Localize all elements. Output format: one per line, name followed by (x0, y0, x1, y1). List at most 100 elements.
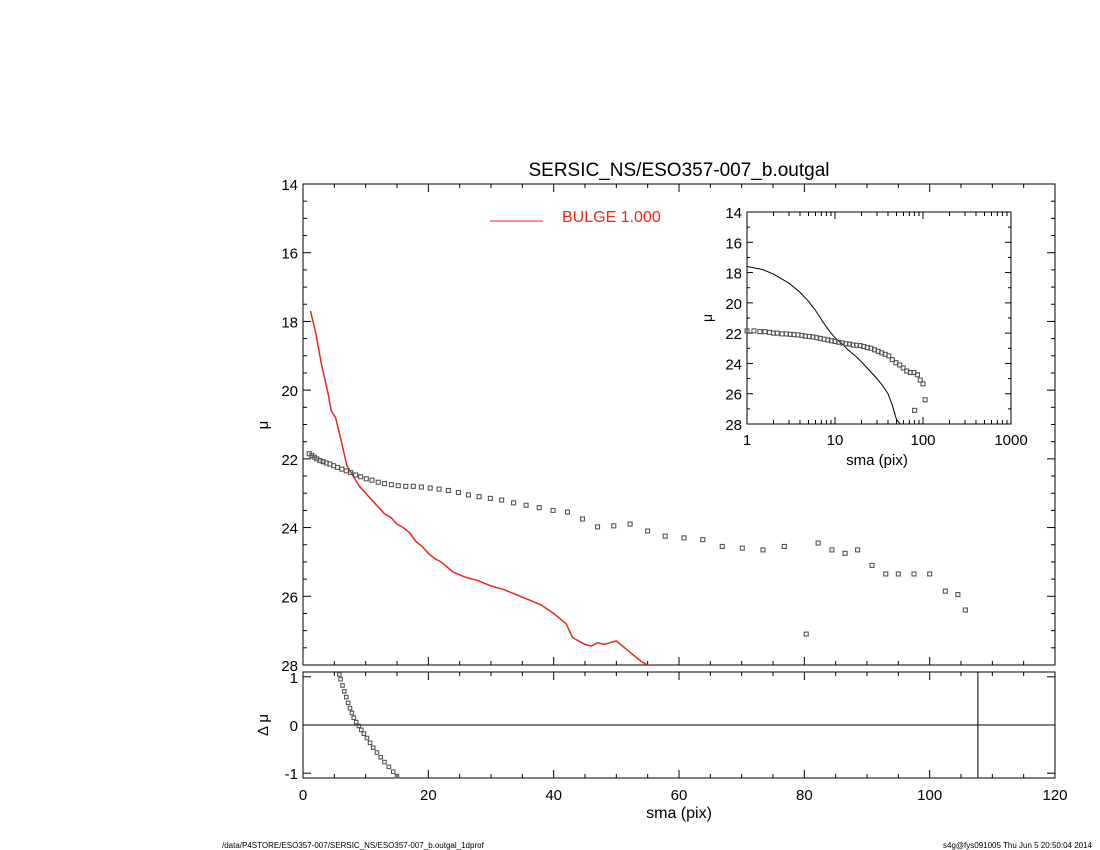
residual-point (337, 672, 342, 677)
observed-point (436, 486, 442, 492)
x-tick-label: 0 (299, 787, 307, 804)
observed-point (564, 509, 571, 515)
residual-point (349, 710, 355, 716)
x-tick-label: 100 (917, 787, 942, 804)
observed-point (739, 545, 745, 551)
chart-title: SERSIC_NS/ESO357-007_b.outgal (528, 160, 829, 181)
inset-observed-point (914, 372, 921, 378)
inset-x-tick-label: 1 (743, 432, 751, 449)
inset-observed-point (900, 365, 906, 371)
inset-y-tick-label: 14 (725, 205, 742, 222)
residual-point (370, 745, 376, 750)
inset-observed-point (886, 353, 892, 359)
x-axis-label: sma (pix) (646, 805, 712, 822)
observed-point (427, 485, 433, 491)
observed-point (700, 537, 706, 543)
observed-point (855, 547, 861, 553)
residual-point (356, 723, 362, 729)
inset-observed-point (912, 407, 918, 413)
inset-observed-point (744, 328, 750, 334)
observed-point (781, 543, 787, 550)
residual-point (361, 731, 367, 736)
observed-point (476, 494, 482, 500)
observed-point (611, 523, 617, 529)
observed-point (317, 458, 323, 464)
inset-observed-point (897, 362, 903, 368)
y-tick-label: 28 (281, 658, 298, 675)
observed-point (829, 547, 835, 553)
observed-point (579, 516, 586, 522)
observed-point (348, 470, 354, 476)
legend-label-bulge: BULGE 1.000 (562, 209, 661, 226)
residual-point (390, 769, 396, 775)
observed-point (445, 487, 451, 494)
residual-point (364, 735, 370, 741)
x-tick-label: 40 (545, 787, 562, 804)
observed-point (375, 479, 381, 485)
residual-point (382, 759, 387, 765)
observed-point (662, 533, 668, 539)
inset-observed-point (751, 328, 757, 334)
inset-observed-point (889, 357, 895, 363)
residual-y-tick-label: 0 (290, 718, 298, 735)
footer-file-path: /data/P4STORE/ESO357-007/SERSIC_NS/ESO35… (222, 841, 484, 850)
observed-point (760, 547, 766, 553)
residual-point (386, 764, 392, 770)
observed-point (388, 482, 394, 488)
inset-y-tick-label: 16 (725, 235, 742, 252)
footer-timestamp: s4g@fys091005 Thu Jun 5 20:50:04 2014 (943, 841, 1092, 850)
residual-point (342, 688, 347, 694)
y-tick-label: 14 (281, 177, 298, 194)
observed-point (645, 528, 651, 534)
bulge-model-line (309, 310, 651, 665)
x-tick-label: 80 (796, 787, 813, 804)
inset-observed-point (774, 330, 780, 336)
y-tick-label: 18 (281, 314, 298, 331)
x-tick-label: 120 (1042, 787, 1067, 804)
observed-point (418, 484, 424, 490)
y-tick-label: 24 (281, 521, 298, 538)
inset-y-tick-label: 18 (725, 266, 742, 283)
inset-observed-point (920, 381, 926, 387)
observed-point (455, 489, 461, 496)
residual-point (394, 773, 400, 779)
observed-point (719, 543, 725, 550)
residual-point (378, 754, 384, 760)
observed-point (487, 495, 493, 501)
inset-y-tick-label: 28 (725, 417, 742, 434)
inset-x-tick-label: 100 (910, 432, 935, 449)
inset-observed-point (917, 377, 923, 383)
y-tick-label: 20 (281, 383, 298, 400)
observed-point (681, 535, 687, 541)
observed-point (594, 524, 601, 530)
residual-point (358, 727, 364, 733)
residual-y-axis-label: Δ μ (255, 714, 272, 736)
observed-point (869, 562, 875, 568)
observed-point (395, 483, 401, 489)
observed-point (369, 477, 375, 483)
residual-point (353, 719, 359, 725)
y-axis-label: μ (255, 421, 272, 430)
residual-point (367, 740, 373, 746)
inset-x-tick-label: 10 (827, 432, 844, 449)
observed-point (358, 474, 364, 480)
observed-point (883, 571, 889, 577)
residual-point (345, 700, 351, 706)
observed-point (410, 483, 416, 489)
x-tick-label: 60 (671, 787, 688, 804)
observed-point (955, 592, 961, 598)
observed-point (511, 500, 517, 506)
inset-observed-point (757, 329, 763, 335)
observed-point (381, 481, 388, 487)
observed-point (339, 466, 345, 472)
observed-point (523, 502, 529, 508)
y-tick-label: 16 (281, 246, 298, 263)
residual-y-tick-label: 1 (290, 670, 298, 687)
observed-point (465, 492, 471, 498)
inset-y-tick-label: 20 (725, 296, 742, 313)
observed-point (927, 571, 933, 577)
residual-point (347, 705, 353, 711)
residual-point (351, 715, 357, 721)
inset-y-tick-label: 24 (725, 356, 742, 373)
